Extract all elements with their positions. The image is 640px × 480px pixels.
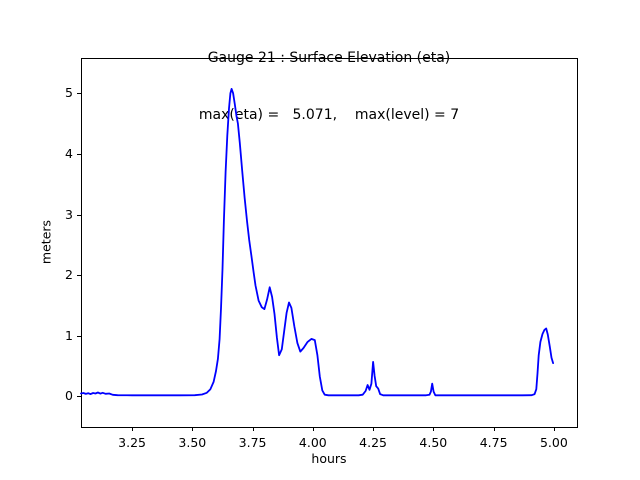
y-tick-label: 2	[65, 267, 73, 283]
x-tick-label: 4.00	[298, 435, 327, 450]
y-tick-label: 1	[65, 327, 73, 343]
y-tick-label: 3	[65, 206, 73, 222]
eta-line-layer	[80, 88, 554, 397]
x-tick-label: 4.25	[359, 435, 388, 450]
axes-frame	[77, 58, 578, 431]
y-tick-label: 5	[65, 85, 73, 101]
x-tick-label: 5.00	[539, 435, 568, 450]
x-tick-label: 3.75	[238, 435, 267, 450]
tick-marks	[77, 93, 555, 431]
y-tick-label: 0	[65, 388, 73, 404]
y-tick-label: 4	[65, 145, 73, 161]
x-tick-label: 4.75	[479, 435, 508, 450]
eta-line	[80, 88, 554, 397]
y-axis-label: meters	[38, 219, 54, 265]
x-axis-label: hours	[311, 451, 347, 466]
x-tick-label: 3.50	[178, 435, 207, 450]
plot-border	[81, 58, 578, 428]
x-tick-label: 3.25	[118, 435, 147, 450]
x-tick-label: 4.50	[419, 435, 448, 450]
chart-title-line2: max(eta) = 5.071, max(level) = 7	[198, 107, 460, 123]
